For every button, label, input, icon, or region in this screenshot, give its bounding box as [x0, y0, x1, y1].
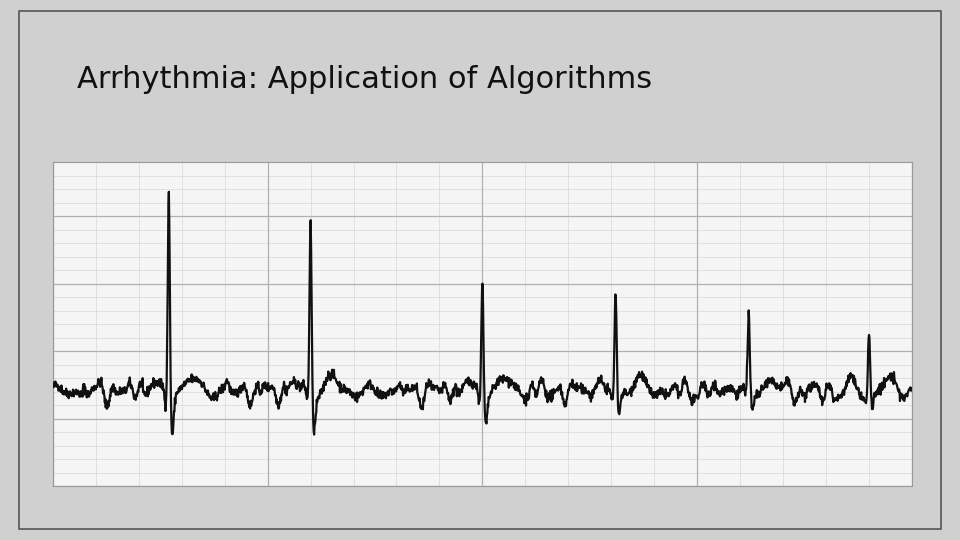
Text: Arrhythmia: Application of Algorithms: Arrhythmia: Application of Algorithms — [77, 65, 652, 94]
